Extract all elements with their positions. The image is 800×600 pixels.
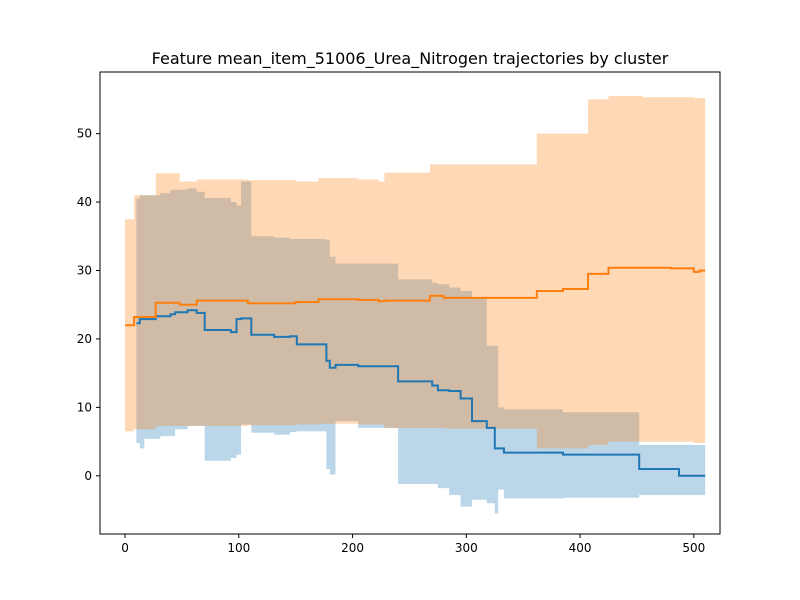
y-tick-label: 10 <box>77 400 92 414</box>
x-tick-label: 400 <box>569 541 592 555</box>
plot-frame <box>99 71 721 535</box>
band-series-1 <box>125 96 706 449</box>
x-tick-label: 200 <box>341 541 364 555</box>
y-axis: 0 10 20 30 40 50 <box>77 127 100 483</box>
confidence-bands <box>125 96 706 514</box>
y-tick-label: 50 <box>77 127 92 141</box>
band-series-0 <box>136 181 706 514</box>
x-tick-label: 300 <box>455 541 478 555</box>
line-series-1 <box>125 266 706 327</box>
x-tick-label: 0 <box>121 541 129 555</box>
line-series-0 <box>136 309 706 477</box>
x-axis: 0 100 200 300 400 500 <box>121 534 705 555</box>
chart-title: Feature mean_item_51006_Urea_Nitrogen tr… <box>152 49 669 69</box>
y-tick-label: 0 <box>84 469 92 483</box>
x-tick-label: 500 <box>682 541 705 555</box>
x-tick-label: 100 <box>227 541 250 555</box>
mean-lines <box>125 266 706 477</box>
y-tick-label: 40 <box>77 195 92 209</box>
y-tick-label: 30 <box>77 263 92 277</box>
y-tick-label: 20 <box>77 332 92 346</box>
